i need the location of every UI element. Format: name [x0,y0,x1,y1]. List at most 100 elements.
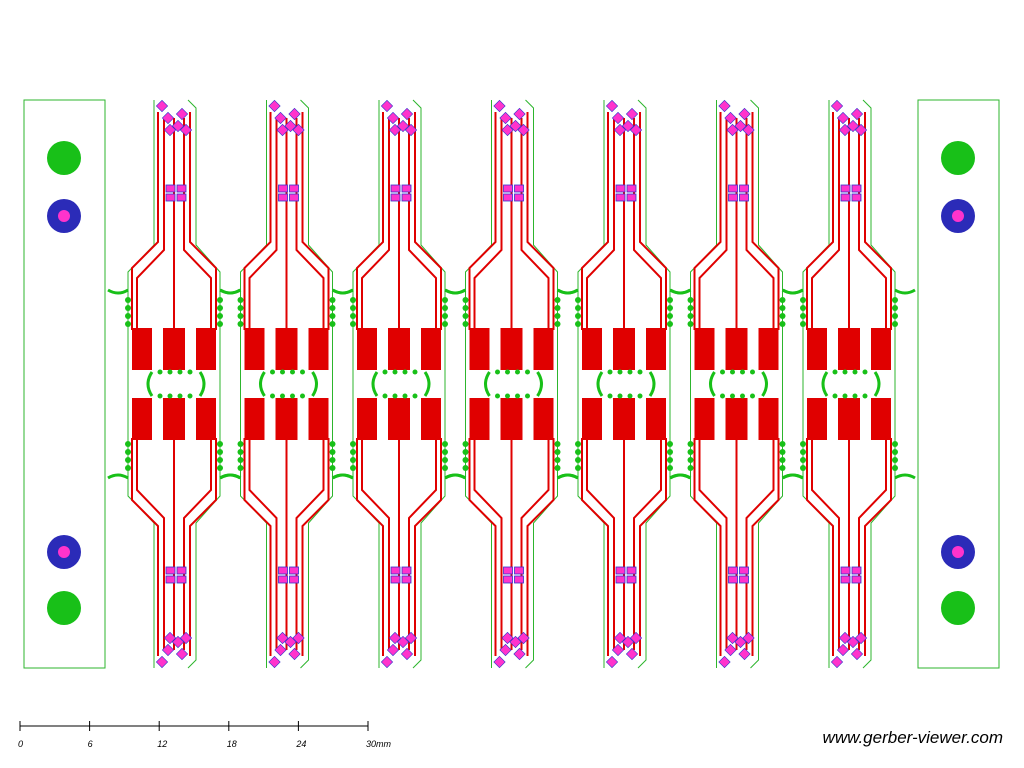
break-arc [536,371,543,397]
diamond-pad [850,647,864,661]
mousebite-hole [687,305,694,311]
scale-tick-label: 6 [88,739,93,749]
tooling-hole [941,591,975,625]
mousebite-hole [270,393,275,399]
mousebite-hole [667,465,673,471]
mousebite-hole [862,369,868,375]
small-pad [289,193,299,202]
mousebite-hole [350,297,356,303]
smd-pad [871,328,891,370]
diamond-pad [404,123,418,137]
trace [693,112,722,330]
diamond-pad [611,111,625,125]
trace [806,112,834,330]
mousebite-hole [800,305,806,311]
smd-pad [132,398,152,440]
mousebite-hole [740,369,745,375]
trace [295,118,325,330]
diamond-pad [493,99,506,113]
diamond-pad [718,99,731,113]
small-pad [728,575,738,584]
mousebite-hole [462,297,469,303]
diamond-pad [386,111,400,125]
diamond-pad [499,643,512,657]
trace [633,118,662,330]
mousebite-hole [554,465,561,471]
mousebite-hole [575,465,581,471]
trace [414,112,442,330]
smd-pad [871,398,891,440]
trace [356,438,384,656]
mousebite-hole [730,393,735,399]
mousebite-hole [575,449,581,455]
break-arc [894,473,916,480]
diamond-pad [509,119,522,133]
smd-pad [308,398,329,440]
mousebite-hole [687,313,694,319]
small-pad [615,575,626,584]
smd-pad [196,328,216,370]
mousebite-hole [832,369,838,375]
trace [526,112,555,330]
mousebite-hole [462,441,469,447]
small-pad [176,566,187,575]
smd-pad [469,328,490,370]
mousebite-hole [687,457,694,463]
watermark: www.gerber-viewer.com [823,728,1003,747]
small-pad [615,193,626,202]
tooling-hole [941,141,975,175]
diamond-pad [380,99,394,113]
tooling-hole [47,591,81,625]
mousebite-hole [442,305,448,311]
trace [136,118,165,330]
smd-pad [500,398,523,440]
mousebite-hole [779,321,786,327]
mousebite-hole [637,369,643,375]
mousebite-hole [892,313,898,319]
small-pad [851,575,862,584]
smd-pad [533,328,554,370]
mousebite-hole [280,393,285,399]
trace [301,112,330,330]
trace [248,118,278,330]
mousebite-hole [217,457,223,463]
mousebite-hole [525,393,530,399]
small-pad [289,566,299,575]
small-pad [514,184,524,193]
mousebite-hole [187,369,193,375]
trace [745,438,775,650]
small-pad [615,566,626,575]
mousebite-hole [667,441,673,447]
mousebite-hole [892,321,898,327]
small-pad [503,184,513,193]
break-arc [198,371,206,397]
trace [526,438,555,656]
trace [698,438,728,650]
break-arc [259,371,266,397]
trace [473,438,503,650]
mousebite-hole [329,449,336,455]
mousebite-hole [217,441,223,447]
diamond-pad [380,655,394,669]
diamond-pad [625,107,639,121]
diamond-pad [517,631,530,645]
mousebite-hole [217,449,223,455]
diamond-pad [268,655,281,669]
mousebite-hole [667,321,673,327]
mousebite-hole [627,369,633,375]
mousebite-hole [667,457,673,463]
small-pad [278,566,288,575]
small-pad [176,184,187,193]
small-pad [401,566,412,575]
mousebite-hole [237,441,244,447]
trace [858,118,887,330]
mousebite-hole [237,449,244,455]
diamond-pad [850,107,864,121]
mousebite-hole [687,465,694,471]
diamond-pad [396,119,410,133]
diamond-pad [629,123,643,137]
small-pad [739,184,749,193]
mousebite-hole [462,449,469,455]
hole-pad [58,546,70,558]
trace [751,438,780,656]
